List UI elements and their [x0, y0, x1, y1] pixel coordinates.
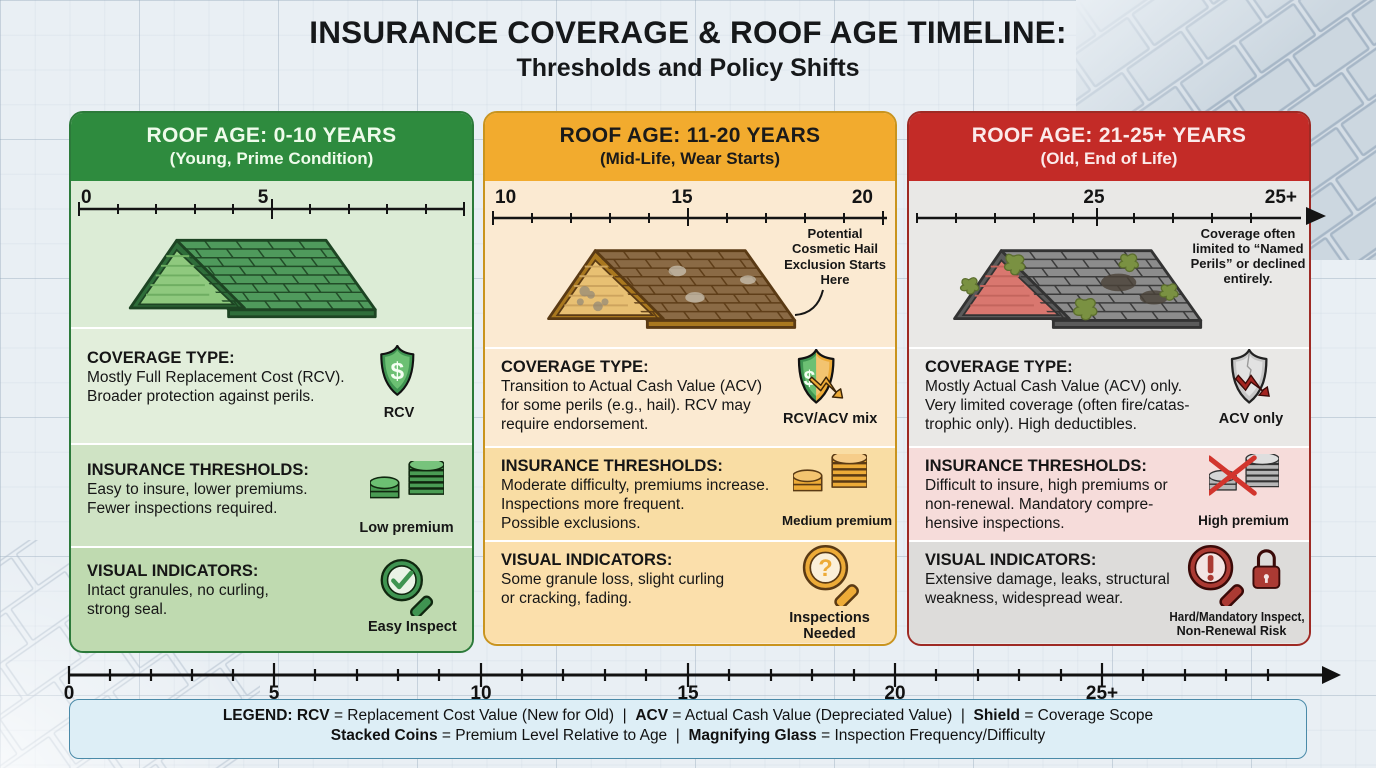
svg-text:10: 10: [470, 683, 491, 699]
svg-text:?: ?: [818, 556, 832, 582]
svg-text:25: 25: [1083, 187, 1105, 208]
svg-text:$: $: [391, 358, 405, 385]
svg-text:0: 0: [81, 187, 92, 208]
svg-text:15: 15: [677, 683, 699, 699]
svg-text:25+: 25+: [1265, 187, 1297, 208]
svg-text:25+: 25+: [1086, 683, 1118, 699]
svg-text:5: 5: [269, 683, 280, 699]
svg-text:5: 5: [258, 187, 269, 208]
svg-text:0: 0: [64, 683, 75, 699]
svg-text:15: 15: [671, 187, 693, 208]
svg-text:20: 20: [852, 187, 873, 208]
svg-text:10: 10: [495, 187, 516, 208]
svg-text:20: 20: [884, 683, 905, 699]
